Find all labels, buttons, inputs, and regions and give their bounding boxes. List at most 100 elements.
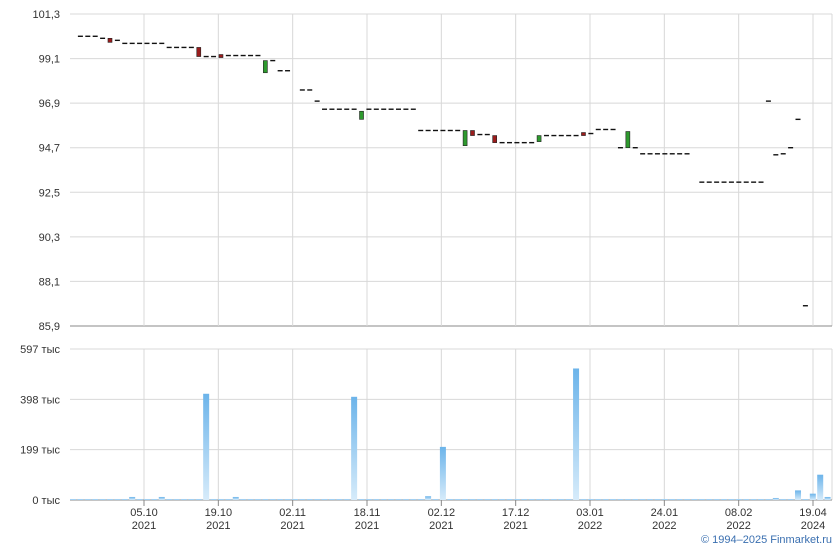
x-tick-date: 19.10 (205, 507, 233, 519)
volume-bar (269, 498, 276, 500)
volume-bar (106, 498, 113, 500)
volume-bar (706, 498, 713, 500)
volume-bar (203, 393, 210, 500)
x-tick-year: 2021 (280, 520, 304, 532)
volume-y-axis: 597 тыс 398 тыс 199 тыс 0 тыс (20, 344, 60, 507)
volume-bar (314, 498, 321, 500)
price-candles (77, 35, 808, 307)
volume-bar (684, 498, 691, 500)
volume-bar (758, 498, 765, 500)
x-tick-date: 02.12 (428, 507, 456, 519)
x-tick-year: 2021 (429, 520, 453, 532)
x-tick-date: 24.01 (651, 507, 679, 519)
volume-bar (173, 498, 180, 500)
price-candle (196, 47, 202, 57)
volume-bar (491, 498, 498, 500)
volume-bar (595, 498, 602, 500)
x-tick-date: 17.12 (502, 507, 530, 519)
volume-bar (772, 497, 779, 500)
volume-bar (513, 498, 520, 500)
volume-bar (617, 498, 624, 500)
date-x-axis: 05.10202119.10202102.11202118.11202102.1… (130, 500, 827, 532)
price-tick-label: 96,9 (39, 98, 60, 110)
volume-bar (410, 498, 417, 500)
price-candle (581, 132, 586, 136)
price-y-axis: 101,3 99,1 96,9 94,7 92,5 90,3 88,1 85,9 (32, 9, 60, 333)
volume-bar (587, 498, 594, 500)
price-candle (359, 110, 364, 120)
volume-bar (765, 498, 772, 500)
volume-bar (447, 498, 454, 500)
volume-bar (787, 498, 794, 500)
volume-bar (802, 498, 809, 500)
price-candle (263, 60, 268, 74)
price-tick-label: 92,5 (39, 187, 60, 199)
volume-tick-label: 0 тыс (32, 495, 60, 507)
volume-bar (624, 498, 631, 500)
volume-bar (277, 498, 284, 500)
volume-bar (743, 498, 750, 500)
price-tick-label: 94,7 (39, 143, 60, 155)
volume-bar (721, 498, 728, 500)
volume-bar (528, 498, 535, 500)
volume-bar (735, 498, 742, 500)
volume-bars (70, 368, 831, 500)
price-candle (536, 135, 542, 142)
volume-bar (669, 498, 676, 500)
volume-bar (661, 498, 668, 500)
volume-bar (262, 498, 269, 500)
price-candle (107, 38, 113, 43)
volume-bar (780, 498, 787, 500)
volume-bar (121, 498, 128, 500)
volume-bar (217, 498, 224, 500)
volume-bar (817, 474, 824, 500)
price-candle (492, 135, 497, 143)
x-tick-year: 2022 (726, 520, 750, 532)
volume-bar (550, 498, 557, 500)
volume-bar (795, 490, 802, 500)
volume-bar (565, 498, 572, 500)
price-candle (470, 130, 475, 136)
x-tick-date: 02.11 (279, 507, 306, 519)
volume-bar (210, 498, 217, 500)
volume-bar (254, 498, 261, 500)
volume-bar (136, 498, 143, 500)
volume-bar (328, 498, 335, 500)
volume-bar (388, 498, 395, 500)
volume-bar (395, 498, 402, 500)
volume-bar (351, 396, 358, 500)
volume-bar (321, 498, 328, 500)
volume-bar (484, 498, 491, 500)
volume-bar (713, 498, 720, 500)
volume-tick-label: 597 тыс (20, 344, 60, 356)
volume-bar (824, 496, 831, 500)
volume-bar (151, 498, 158, 500)
volume-bar (425, 496, 432, 500)
volume-bar (476, 498, 483, 500)
volume-bar (380, 498, 387, 500)
volume-bar (543, 498, 550, 500)
volume-bar (158, 496, 165, 500)
volume-bar (462, 498, 469, 500)
x-tick-year: 2021 (503, 520, 527, 532)
volume-bar (632, 498, 639, 500)
volume-bar (358, 498, 365, 500)
volume-bar (698, 498, 705, 500)
volume-bar (129, 496, 136, 500)
x-tick-date: 18.11 (354, 507, 381, 519)
volume-gridlines (70, 348, 833, 501)
volume-bar (558, 498, 565, 500)
volume-bar (580, 498, 587, 500)
volume-bar (114, 498, 121, 500)
volume-bar (469, 498, 476, 500)
volume-bar (70, 498, 76, 500)
volume-bar (188, 498, 195, 500)
volume-bar (291, 498, 298, 500)
price-candle (218, 54, 224, 58)
x-tick-year: 2022 (652, 520, 676, 532)
volume-bar (143, 498, 150, 500)
volume-bar (365, 498, 372, 500)
copyright-text: © 1994–2025 Finmarket.ru (700, 534, 832, 546)
volume-bar (180, 498, 187, 500)
price-tick-label: 85,9 (39, 321, 60, 333)
